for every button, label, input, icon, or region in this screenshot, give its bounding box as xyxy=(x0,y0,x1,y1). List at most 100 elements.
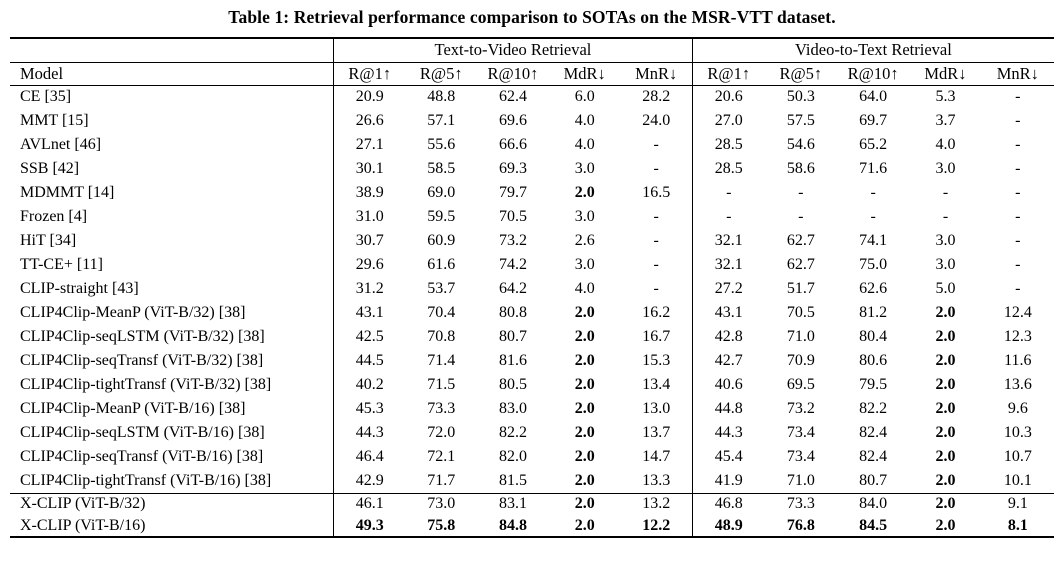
v2t-mdr-value: - xyxy=(942,184,949,201)
t2v-mnr-value: 13.2 xyxy=(620,492,693,515)
t2v-r1-value: 20.9 xyxy=(355,88,384,106)
t2v-mnr-value: 13.4 xyxy=(620,373,693,397)
v2t-mnr-value: 9.6 xyxy=(1007,400,1028,417)
model-name: MDMMT [14] xyxy=(10,181,335,205)
t2v-mnr-value: - xyxy=(620,253,693,277)
header-t2v-mnr: MnR↓ xyxy=(620,62,693,86)
model-name: SSB [42] xyxy=(10,157,335,181)
v2t-mnr-value: 10.1 xyxy=(1003,471,1032,489)
v2t-r5-value: 50.3 xyxy=(786,88,815,106)
v2t-mnr-value: - xyxy=(1015,232,1021,249)
v2t-r10-value: 82.4 xyxy=(859,424,888,441)
t2v-r5-value: 60.9 xyxy=(427,232,456,249)
v2t-r1-value: 46.8 xyxy=(692,492,765,515)
t2v-r1-value: 42.5 xyxy=(355,328,384,345)
t2v-r1-value: 43.1 xyxy=(355,304,384,321)
table-row: CLIP4Clip-seqLSTM (ViT-B/16) [38] 44.3 72.… xyxy=(10,421,1054,445)
table-row: HiT [34] 30.7 60.9 73.2 2.6 - 32.1 62.7 74.1 3.0 - xyxy=(10,229,1054,253)
t2v-r1-value: 40.2 xyxy=(355,376,384,393)
model-name: CLIP-straight [43] xyxy=(10,277,335,301)
table-row: CLIP4Clip-seqTransf (ViT-B/16) [38] 46.4 7… xyxy=(10,445,1054,469)
v2t-mdr-value: 2.0 xyxy=(935,448,956,465)
t2v-mdr-value: 3.0 xyxy=(574,256,595,273)
v2t-r5-value: 54.6 xyxy=(786,136,815,153)
v2t-r1-value: 44.8 xyxy=(714,400,743,417)
v2t-mdr-value: 2.0 xyxy=(935,471,956,489)
v2t-r1-value: - xyxy=(726,208,732,225)
group-header-text-to-video: Text-to-Video Retrieval xyxy=(333,38,693,63)
table-row: MMT [15] 26.6 57.1 69.6 4.0 24.0 27.0 57.5 69.7 3… xyxy=(10,109,1054,133)
v2t-mdr-value: - xyxy=(942,208,949,225)
v2t-mnr-value: 10.3 xyxy=(1003,424,1032,441)
v2t-r5-value: 73.2 xyxy=(786,400,815,417)
t2v-mdr-value: 4.0 xyxy=(574,112,595,129)
v2t-r1-value: 28.5 xyxy=(714,160,743,177)
v2t-r10-value: - xyxy=(870,208,876,225)
v2t-r10-value: 71.6 xyxy=(859,160,888,177)
v2t-mnr-value: 10.7 xyxy=(1003,448,1032,465)
t2v-r5-value: 69.0 xyxy=(427,184,456,201)
header-v2t-mdr: MdR↓ xyxy=(909,62,982,86)
v2t-r1-value: 32.1 xyxy=(714,232,743,249)
t2v-r1-value: 30.1 xyxy=(355,160,384,177)
v2t-r1-value: 42.8 xyxy=(714,328,743,345)
v2t-r10-value: 82.4 xyxy=(859,448,888,465)
t2v-r5-value: 59.5 xyxy=(427,208,456,225)
t2v-mnr-value: 24.0 xyxy=(620,109,693,133)
v2t-r1-value: 44.3 xyxy=(714,424,743,441)
model-name: MMT [15] xyxy=(10,109,335,133)
v2t-r10-value: 84.5 xyxy=(859,516,888,534)
t2v-mdr-value: 3.0 xyxy=(574,208,595,225)
xclip-rows-body: X-CLIP (ViT-B/32) 46.1 73.0 83.1 2.0 13.2 46.8… xyxy=(10,492,1054,537)
retrieval-results-table: Text-to-Video Retrieval Video-to-Text Re… xyxy=(10,37,1054,538)
v2t-r5-value: 73.4 xyxy=(786,448,815,465)
t2v-r5-value: 55.6 xyxy=(427,136,456,153)
v2t-r1-value: 48.9 xyxy=(714,516,743,534)
t2v-r1-value: 46.1 xyxy=(333,492,406,515)
table-caption: Table 1: Retrieval performance compariso… xyxy=(228,7,836,27)
v2t-mdr-value: 2.0 xyxy=(935,352,956,369)
v2t-r5-value: 70.5 xyxy=(786,304,815,321)
table-row: CLIP4Clip-seqTransf (ViT-B/32) [38] 44.5 7… xyxy=(10,349,1054,373)
table-row: MDMMT [14] 38.9 69.0 79.7 2.0 16.5 - - - - - xyxy=(10,181,1054,205)
model-name: X-CLIP (ViT-B/16) xyxy=(10,515,335,537)
v2t-r5-value: 62.7 xyxy=(786,232,815,249)
t2v-mnr-value: 15.3 xyxy=(620,349,693,373)
v2t-r1-value: 20.6 xyxy=(714,88,743,106)
table-row: CLIP4Clip-seqLSTM (ViT-B/32) [38] 42.5 70.… xyxy=(10,325,1054,349)
t2v-r1-value: 31.2 xyxy=(355,280,384,297)
v2t-r5-value: - xyxy=(798,208,804,225)
v2t-r10-value: 81.2 xyxy=(859,304,888,321)
t2v-r1-value: 31.0 xyxy=(355,208,384,225)
t2v-mdr-value: 2.0 xyxy=(574,400,595,417)
v2t-mdr-value: 3.0 xyxy=(935,232,956,249)
t2v-r10-value: 81.6 xyxy=(498,352,527,369)
v2t-r10-value: 75.0 xyxy=(859,256,888,273)
model-name: CLIP4Clip-seqLSTM (ViT-B/32) [38] xyxy=(10,325,335,349)
t2v-r10-value: 64.2 xyxy=(498,280,527,297)
v2t-r1-value: 41.9 xyxy=(714,471,743,489)
model-name: HiT [34] xyxy=(10,229,335,253)
model-name: CLIP4Clip-tightTransf (ViT-B/32) [38] xyxy=(10,373,335,397)
t2v-mdr-value: 4.0 xyxy=(574,136,595,153)
t2v-r10-value: 83.0 xyxy=(498,400,527,417)
model-name: CE [35] xyxy=(10,85,335,109)
t2v-r10-value: 82.2 xyxy=(498,424,527,441)
t2v-mnr-value: 13.3 xyxy=(620,469,693,493)
t2v-r10-value: 69.3 xyxy=(498,160,527,177)
v2t-r1-value: 40.6 xyxy=(714,376,743,393)
model-name: X-CLIP (ViT-B/32) xyxy=(10,492,335,515)
t2v-mnr-value: - xyxy=(620,205,693,229)
v2t-r5-value: 69.5 xyxy=(786,376,815,393)
t2v-mdr-value: 2.0 xyxy=(574,424,595,441)
v2t-r5-value: 70.9 xyxy=(786,352,815,369)
t2v-mnr-value: 28.2 xyxy=(620,85,693,109)
corner-cell xyxy=(10,38,335,63)
v2t-r1-value: - xyxy=(726,184,732,201)
v2t-mdr-value: 3.7 xyxy=(935,112,956,129)
t2v-r10-value: 80.8 xyxy=(498,304,527,321)
t2v-mdr-value: 2.0 xyxy=(574,304,595,321)
model-name: CLIP4Clip-seqLSTM (ViT-B/16) [38] xyxy=(10,421,335,445)
v2t-r5-value: 73.4 xyxy=(786,424,815,441)
t2v-r1-value: 38.9 xyxy=(355,184,384,201)
